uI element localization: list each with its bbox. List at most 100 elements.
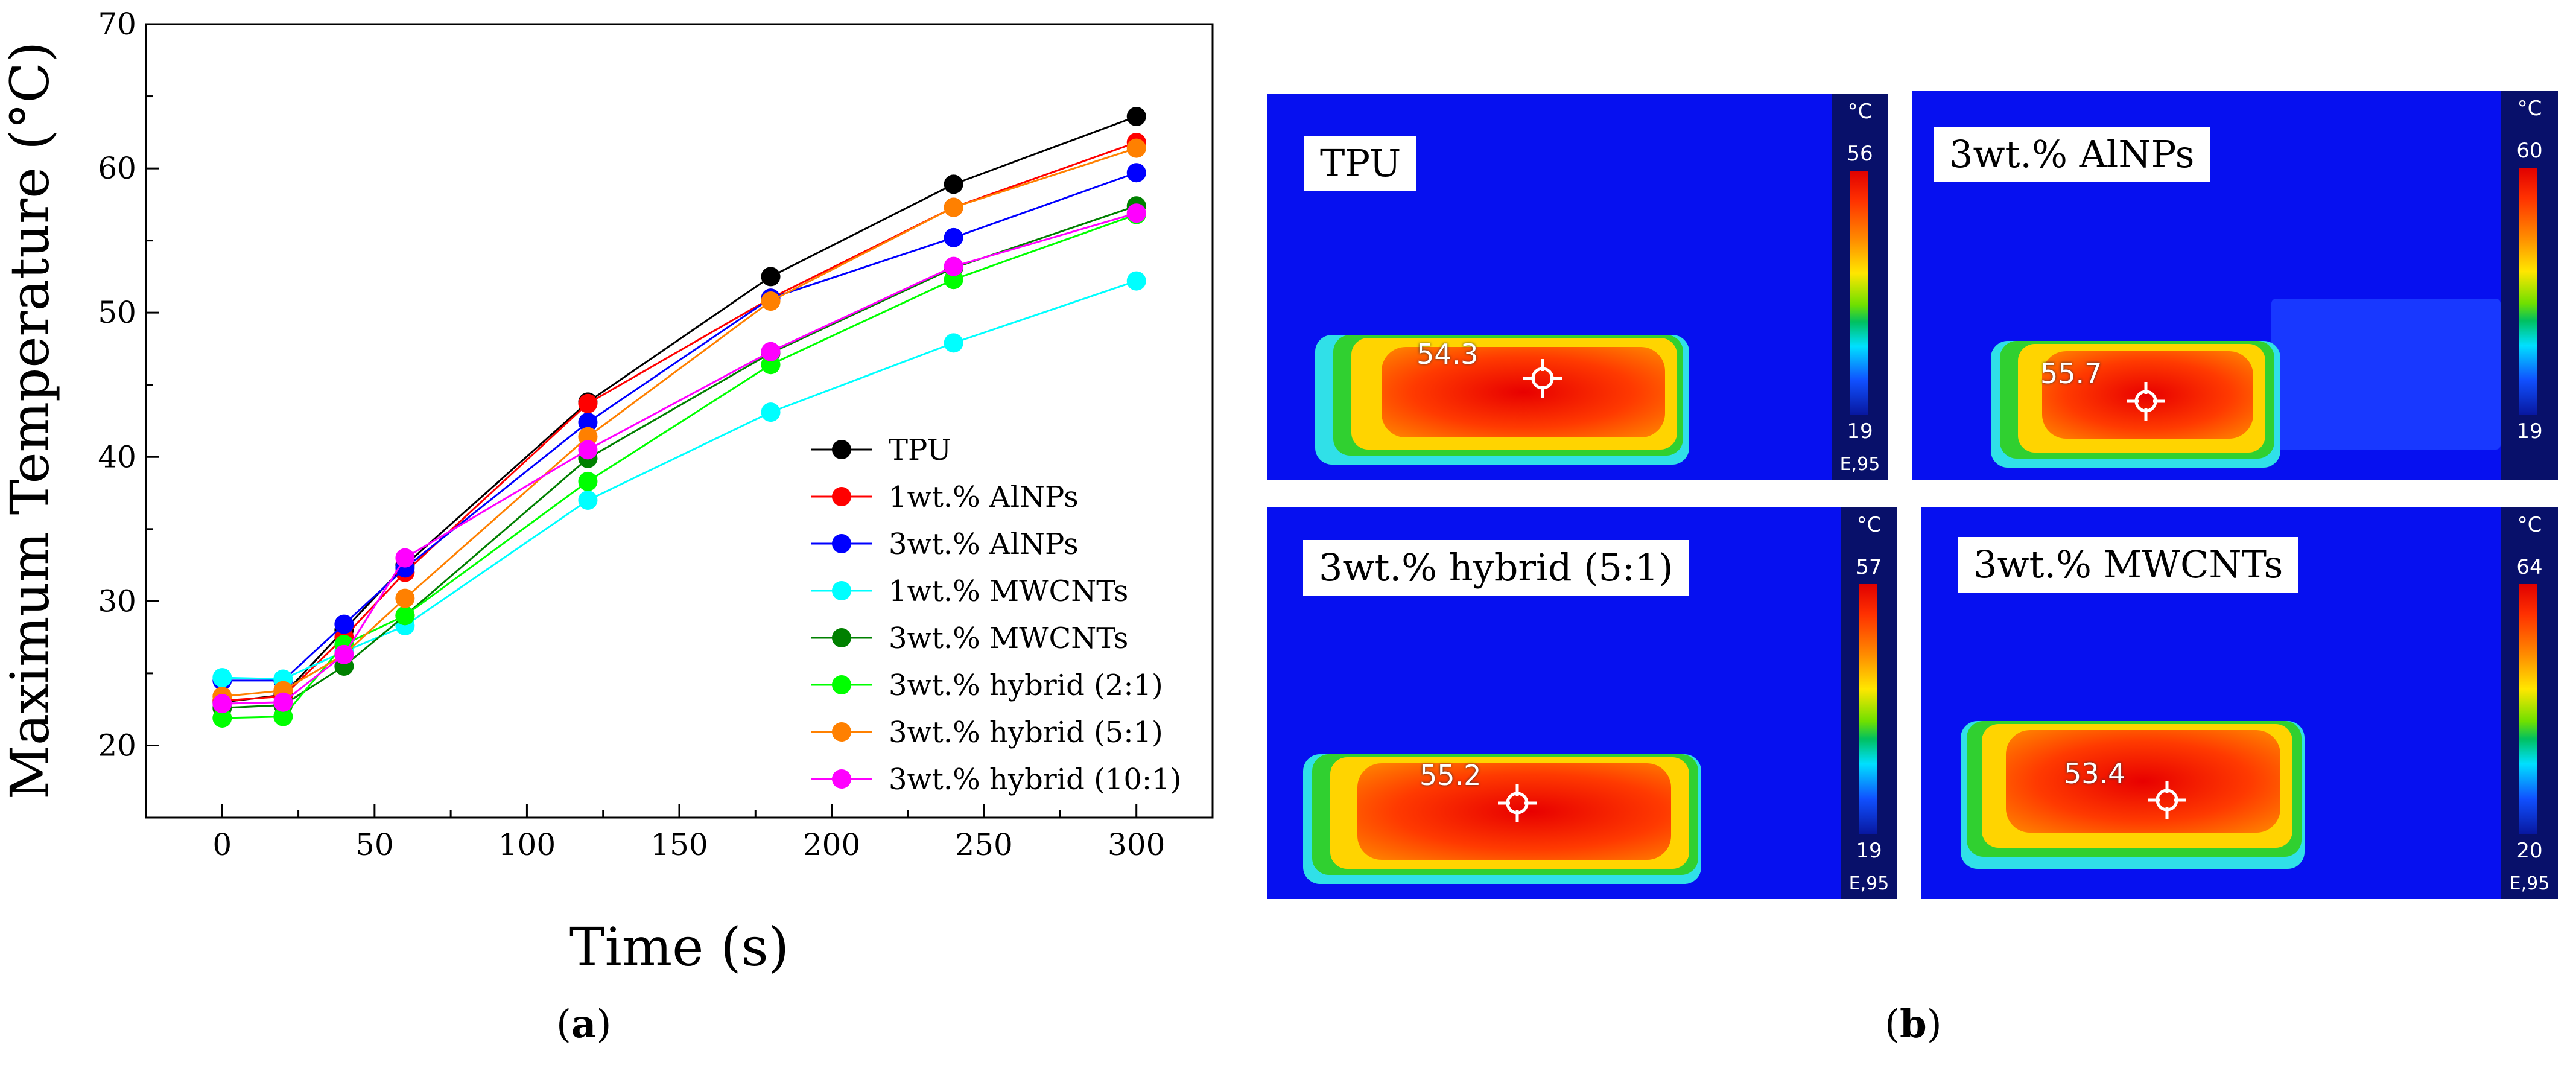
legend-swatch-marker bbox=[832, 534, 851, 553]
scale-unit: °C bbox=[2517, 513, 2542, 537]
legend-entry: 1wt.% MWCNTs bbox=[811, 574, 1128, 608]
y-axis-ticks: 20 30 40 50 60 70 bbox=[98, 7, 159, 819]
scale-max: 64 bbox=[2516, 555, 2543, 579]
thermal-label: 3wt.% AlNPs bbox=[1934, 127, 2210, 183]
scale-unit: °C bbox=[1847, 100, 1873, 124]
thermal-image-3wt-mwcnts: 3wt.% MWCNTs 53.4 °C 64 20 E,95 bbox=[1921, 507, 2558, 899]
series-2 bbox=[212, 163, 1146, 690]
scale-unit: °C bbox=[2517, 97, 2542, 121]
scale-max: 56 bbox=[1847, 142, 1873, 166]
legend-label: 1wt.% MWCNTs bbox=[889, 574, 1128, 608]
scale-emissivity: E,95 bbox=[2509, 873, 2550, 894]
y-axis-label: Maximum Temperature (°C) bbox=[0, 42, 61, 799]
legend-entry: 3wt.% hybrid (2:1) bbox=[811, 669, 1163, 702]
legend-entry: 3wt.% hybrid (10:1) bbox=[811, 763, 1181, 796]
scale-gradient-bar bbox=[2519, 168, 2537, 415]
data-point bbox=[578, 393, 598, 413]
crosshair-icon bbox=[2127, 382, 2165, 421]
y-tick-label: 40 bbox=[98, 439, 136, 474]
data-point bbox=[212, 668, 232, 688]
data-point bbox=[1126, 107, 1146, 127]
series-layer bbox=[212, 107, 1146, 728]
data-point bbox=[395, 588, 415, 608]
crosshair-icon bbox=[2148, 781, 2186, 819]
data-point bbox=[212, 694, 232, 714]
legend-swatch-marker bbox=[832, 628, 851, 647]
series-line bbox=[222, 205, 1137, 709]
x-axis-ticks: 0 50 100 150 200 250 300 bbox=[145, 804, 1214, 862]
scale-min: 19 bbox=[1856, 839, 1882, 863]
panel-label-b: (b) bbox=[1885, 1002, 1942, 1047]
series-line bbox=[222, 212, 1137, 705]
scale-gradient-bar bbox=[1850, 171, 1868, 415]
legend-label: 3wt.% hybrid (2:1) bbox=[889, 669, 1163, 702]
x-axis-label: Time (s) bbox=[569, 916, 789, 978]
legend-swatch-marker bbox=[832, 581, 851, 600]
color-scale: °C 56 19 E,95 bbox=[1832, 94, 1888, 480]
legend-label: 3wt.% AlNPs bbox=[889, 527, 1079, 561]
y-tick-label: 20 bbox=[98, 728, 136, 763]
legend-label: 1wt.% AlNPs bbox=[889, 480, 1079, 514]
data-point bbox=[944, 174, 963, 194]
scale-min: 19 bbox=[2516, 419, 2543, 443]
data-point bbox=[944, 197, 963, 217]
legend-label: 3wt.% MWCNTs bbox=[889, 621, 1128, 655]
x-tick-label: 200 bbox=[803, 827, 860, 862]
color-scale: °C 60 19 bbox=[2501, 91, 2558, 480]
series-line bbox=[222, 280, 1137, 680]
series-line bbox=[222, 115, 1137, 704]
scale-max: 57 bbox=[1856, 555, 1882, 579]
thermal-image-tpu: TPU 54.3 °C 56 19 E,95 bbox=[1267, 94, 1888, 480]
scale-gradient-bar bbox=[1859, 584, 1877, 834]
series-line bbox=[222, 141, 1137, 702]
data-point bbox=[944, 333, 963, 353]
data-point bbox=[761, 291, 781, 311]
legend-label: TPU bbox=[889, 433, 951, 467]
legend-swatch-marker bbox=[832, 487, 851, 506]
data-point bbox=[1126, 271, 1146, 291]
series-line bbox=[222, 171, 1137, 682]
data-point bbox=[578, 491, 598, 510]
data-point bbox=[395, 548, 415, 568]
scale-emissivity: E,95 bbox=[1848, 873, 1889, 894]
crosshair-icon bbox=[1498, 784, 1537, 822]
data-point bbox=[212, 708, 232, 728]
scale-unit: °C bbox=[1856, 513, 1882, 537]
y-tick-label: 50 bbox=[98, 295, 136, 330]
scale-min: 19 bbox=[1847, 419, 1873, 443]
legend-swatch-marker bbox=[832, 722, 851, 742]
data-point bbox=[761, 267, 781, 287]
thermal-label: 3wt.% hybrid (5:1) bbox=[1303, 540, 1689, 596]
data-point bbox=[578, 412, 598, 432]
thermal-image-3wt-hybrid-5-1: 3wt.% hybrid (5:1) 55.2 °C 57 19 E,95 bbox=[1267, 507, 1897, 899]
data-point bbox=[334, 614, 354, 634]
data-point bbox=[395, 606, 415, 626]
x-tick-label: 300 bbox=[1108, 827, 1165, 862]
scale-min: 20 bbox=[2516, 839, 2543, 863]
temperature-readout: 55.7 bbox=[2040, 357, 2102, 390]
x-tick-label: 250 bbox=[955, 827, 1012, 862]
temperature-readout: 55.2 bbox=[1420, 759, 1482, 792]
y-tick-label: 30 bbox=[98, 583, 136, 618]
legend-label: 3wt.% hybrid (5:1) bbox=[889, 716, 1163, 749]
x-tick-label: 0 bbox=[212, 827, 232, 862]
data-point bbox=[761, 402, 781, 422]
data-point bbox=[1126, 203, 1146, 223]
thermal-image-3wt-alnps: 3wt.% AlNPs 55.7 °C 60 19 bbox=[1912, 91, 2558, 480]
data-point bbox=[578, 471, 598, 491]
data-point bbox=[578, 440, 598, 460]
data-point bbox=[1126, 138, 1146, 158]
legend-swatch-marker bbox=[832, 769, 851, 789]
scale-gradient-bar bbox=[2519, 584, 2537, 834]
legend-swatch-marker bbox=[832, 675, 851, 694]
temperature-readout: 54.3 bbox=[1416, 338, 1479, 370]
data-point bbox=[273, 692, 293, 712]
temperature-line-chart: 0 50 100 150 200 250 300 20 30 40 50 60 70 Time (s)… bbox=[0, 7, 1214, 978]
color-scale: °C 57 19 E,95 bbox=[1841, 507, 1897, 899]
scale-emissivity: E,95 bbox=[1839, 454, 1880, 475]
y-tick-label: 70 bbox=[98, 7, 136, 42]
data-point bbox=[273, 707, 293, 726]
thermal-label: TPU bbox=[1304, 136, 1417, 192]
legend-swatch-marker bbox=[832, 440, 851, 459]
x-tick-label: 150 bbox=[650, 827, 708, 862]
